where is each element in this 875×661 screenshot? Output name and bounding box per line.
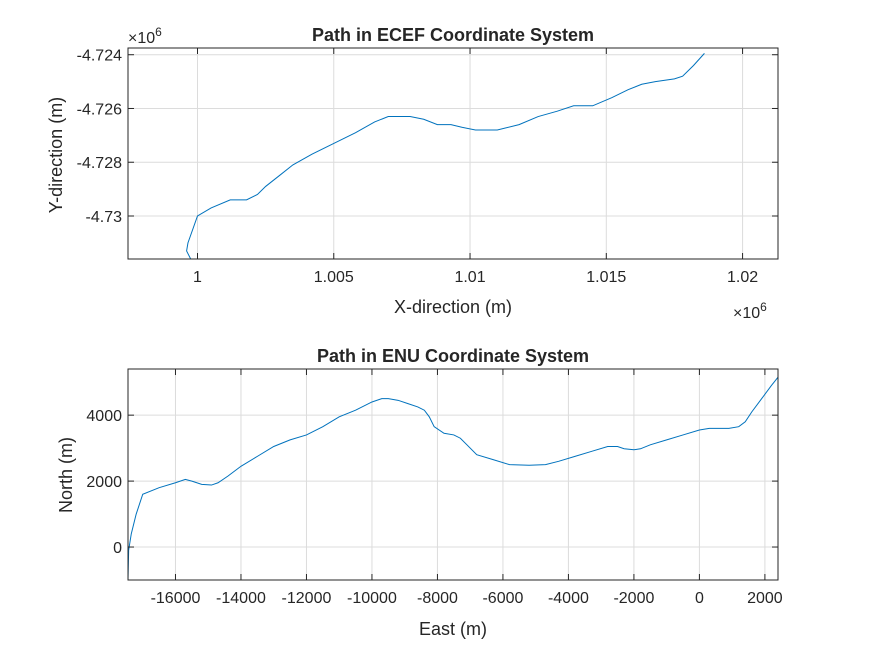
ecef-y-axis-label: Y-direction (m) [46,97,66,213]
enu-x-tick-label: -8000 [417,590,458,607]
enu-x-tick-label: -10000 [347,590,397,607]
enu-x-tick-label: -4000 [548,590,589,607]
ecef-y-tick-label: -4.726 [77,101,122,118]
ecef-x-tick-label: 1.005 [314,269,354,286]
enu-plot-area [128,369,778,580]
ecef-axes-box [127,47,779,260]
enu-x-axis-label: East (m) [419,619,487,639]
enu-x-tick-label: -14000 [216,590,266,607]
enu-x-tick-label: -6000 [482,590,523,607]
ecef-grid [128,48,778,259]
enu-x-tick-label: 2000 [747,590,783,607]
ecef-x-axis-label: X-direction (m) [394,297,512,317]
ecef-x-tick-label: 1.01 [454,269,485,286]
enu-chart-title: Path in ENU Coordinate System [317,346,589,366]
ecef-x-tick-label: 1 [193,269,202,286]
enu-x-tick-label: -16000 [151,590,201,607]
enu-grid [128,369,778,580]
enu-x-tick-label: -12000 [282,590,332,607]
ecef-path-line [186,53,705,259]
ecef-x-tick-label: 1.02 [727,269,758,286]
ecef-y-tick-label: -4.728 [77,155,122,172]
enu-y-tick-label: 2000 [86,474,122,491]
enu-path-line [128,376,778,580]
enu-y-tick-label: 4000 [86,408,122,425]
enu-y-axis-label: North (m) [56,437,76,513]
ecef-y-tick-label: -4.724 [77,48,122,65]
enu-axes-box [127,368,779,581]
ecef-chart-title: Path in ECEF Coordinate System [312,25,594,45]
enu-axes: Path in ENU Coordinate System East (m) N… [56,346,783,639]
enu-x-tick-label: 0 [695,590,704,607]
ecef-x-tick-label: 1.015 [586,269,626,286]
ecef-y-exponent: ×106 [128,25,162,47]
ecef-axes: Path in ECEF Coordinate System X-directi… [46,25,779,322]
ecef-plot-area [128,48,778,259]
enu-y-tick-label: 0 [113,540,122,557]
enu-x-tick-label: -2000 [613,590,654,607]
ecef-x-exponent: ×106 [733,300,767,322]
ecef-y-tick-label: -4.73 [86,209,123,226]
